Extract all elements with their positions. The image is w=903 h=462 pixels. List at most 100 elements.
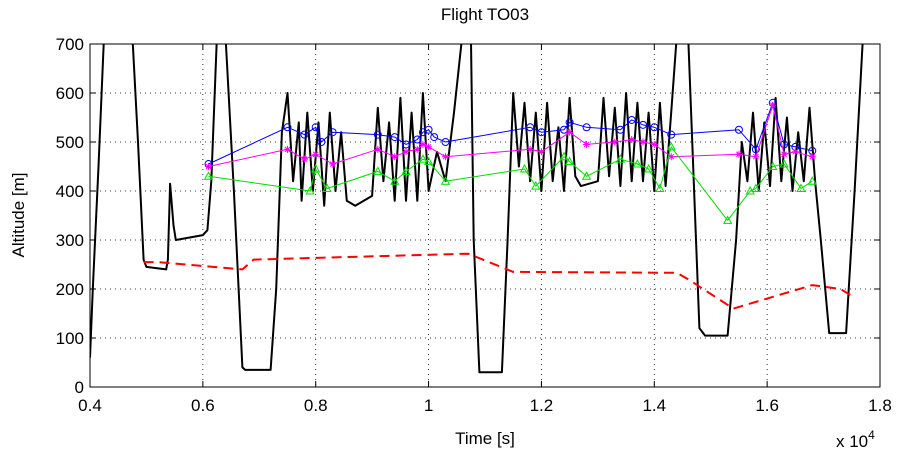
marker <box>283 123 292 132</box>
marker <box>628 136 636 144</box>
x-multiplier-base: x 10 <box>836 432 868 451</box>
marker <box>322 183 332 193</box>
marker <box>735 150 743 158</box>
marker <box>627 115 636 124</box>
marker <box>440 176 451 185</box>
marker <box>796 183 806 193</box>
marker <box>390 176 400 185</box>
marker <box>734 125 743 134</box>
marker <box>565 156 575 166</box>
marker <box>413 135 422 144</box>
marker <box>581 171 592 180</box>
marker <box>537 128 546 137</box>
plot-lines <box>90 44 864 374</box>
y-tick-label: 100 <box>56 329 84 348</box>
marker <box>583 140 591 148</box>
marker <box>373 166 383 175</box>
y-tick-label: 0 <box>75 378 84 397</box>
marker <box>615 154 626 163</box>
marker <box>402 148 410 156</box>
marker <box>667 153 675 161</box>
marker <box>780 150 788 158</box>
x-tick-label: 1.6 <box>755 396 779 415</box>
marker <box>807 176 817 185</box>
y-tick-label: 400 <box>56 182 84 201</box>
marker <box>537 148 545 156</box>
marker <box>752 153 760 161</box>
marker <box>519 163 530 173</box>
x-tick-label: 0.8 <box>304 396 328 415</box>
marker <box>442 153 449 161</box>
marker <box>780 140 789 149</box>
x-multiplier-exponent: 4 <box>868 428 875 442</box>
series-line <box>208 146 813 221</box>
x-multiplier: x 104 <box>836 428 875 451</box>
marker <box>526 145 534 153</box>
y-tick-label: 700 <box>56 35 84 54</box>
y-tick-label: 500 <box>56 133 84 152</box>
marker <box>300 155 308 163</box>
marker <box>639 120 647 129</box>
y-tick-label: 600 <box>56 84 84 103</box>
x-tick-label: 1.8 <box>868 396 892 415</box>
marker <box>305 185 315 195</box>
marker <box>650 123 659 132</box>
marker <box>723 215 733 224</box>
x-tick-label: 0.6 <box>191 396 215 415</box>
marker <box>611 138 619 146</box>
marker <box>284 145 291 153</box>
marker <box>582 123 591 132</box>
marker <box>751 145 760 154</box>
x-axis-label: Time [s] <box>455 429 515 448</box>
marker <box>667 130 676 139</box>
y-tick-label: 300 <box>56 231 84 250</box>
marker <box>526 123 535 132</box>
marker <box>391 153 399 161</box>
marker <box>769 101 777 109</box>
marker <box>317 138 326 146</box>
marker <box>402 140 410 149</box>
x-tick-label: 1.4 <box>642 396 666 415</box>
marker <box>373 130 382 139</box>
plot-area <box>90 44 880 387</box>
marker <box>768 161 778 170</box>
marker <box>419 140 427 148</box>
marker <box>644 163 654 173</box>
marker <box>311 163 321 173</box>
x-tick-label: 1 <box>424 396 433 415</box>
marker <box>413 145 421 153</box>
marker <box>401 166 411 175</box>
marker <box>203 171 214 180</box>
series-line <box>143 252 856 310</box>
marker <box>751 183 761 193</box>
marker <box>205 163 212 170</box>
marker <box>418 154 428 163</box>
marker <box>565 118 574 127</box>
marker <box>329 160 337 168</box>
marker <box>566 128 574 136</box>
x-tick-label: 1.2 <box>530 396 554 415</box>
marker <box>616 125 625 134</box>
plot-frame <box>89 43 881 388</box>
marker <box>559 151 569 161</box>
marker <box>312 150 320 158</box>
marker <box>655 183 665 193</box>
x-tick-label: 0.4 <box>78 396 102 415</box>
y-tick-label: 200 <box>56 280 84 299</box>
series-line <box>90 44 864 374</box>
marker <box>430 133 439 142</box>
marker <box>300 130 309 139</box>
marker <box>632 159 642 168</box>
marker <box>441 138 450 146</box>
marker <box>311 123 320 132</box>
marker <box>374 145 382 153</box>
marker <box>531 181 541 190</box>
y-axis-label: Altitude [m] <box>9 172 28 257</box>
series-line <box>208 102 813 165</box>
marker <box>808 153 816 161</box>
marker <box>791 148 799 156</box>
marker <box>639 138 647 146</box>
marker <box>424 125 433 134</box>
